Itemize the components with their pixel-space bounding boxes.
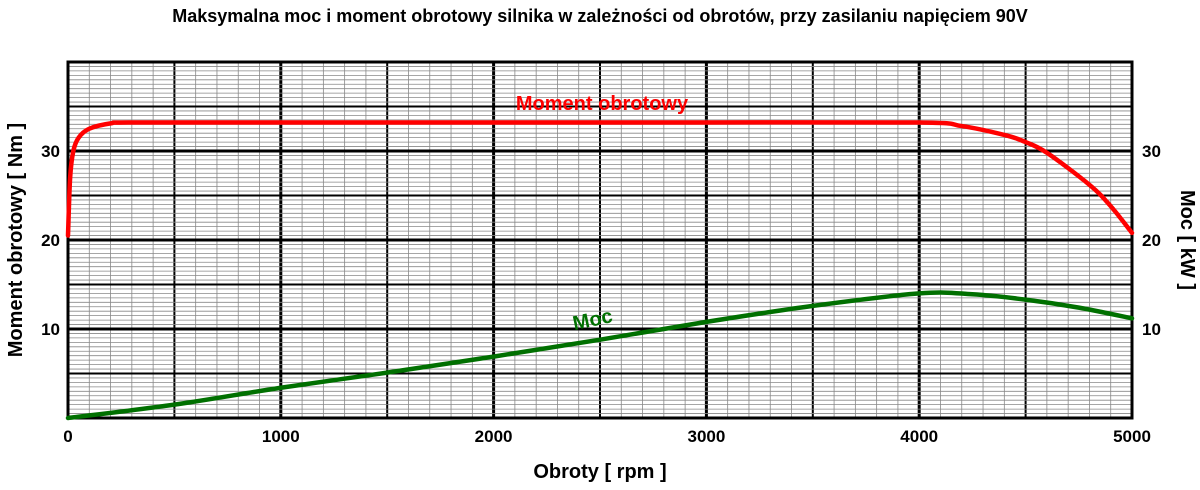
y-tick-label: 30 <box>41 142 60 161</box>
x-tick-label: 0 <box>63 427 72 446</box>
legend-moc: Moc <box>571 305 615 335</box>
plot-border <box>66 60 1134 420</box>
y2-tick-label: 20 <box>1142 231 1161 250</box>
x-tick-label: 5000 <box>1113 427 1151 446</box>
legend-moment: Moment obrotowy <box>516 93 689 115</box>
grid <box>66 60 1134 420</box>
x-tick-label: 2000 <box>475 427 513 446</box>
x-tick-label: 1000 <box>262 427 300 446</box>
series-moment-line <box>65 120 1135 238</box>
series-moc-line <box>65 290 1135 421</box>
series-lines <box>65 120 1135 421</box>
y2-tick-label: 30 <box>1142 142 1161 161</box>
y2-axis-label: Moc [ kW ] <box>1176 190 1198 290</box>
x-tick-label: 4000 <box>900 427 938 446</box>
tick-labels: 0 1000 2000 3000 4000 5000 10 20 30 10 20 30 <box>41 142 1161 446</box>
y-axis-label: Moment obrotowy [ Nm ] <box>5 123 27 357</box>
x-tick-label: 3000 <box>687 427 725 446</box>
chart-title: Maksymalna moc i moment obrotowy silnika… <box>172 6 1028 26</box>
x-axis-label: Obroty [ rpm ] <box>533 461 666 483</box>
y-tick-label: 10 <box>41 320 60 339</box>
y-tick-label: 20 <box>41 231 60 250</box>
y2-tick-label: 10 <box>1142 320 1161 339</box>
